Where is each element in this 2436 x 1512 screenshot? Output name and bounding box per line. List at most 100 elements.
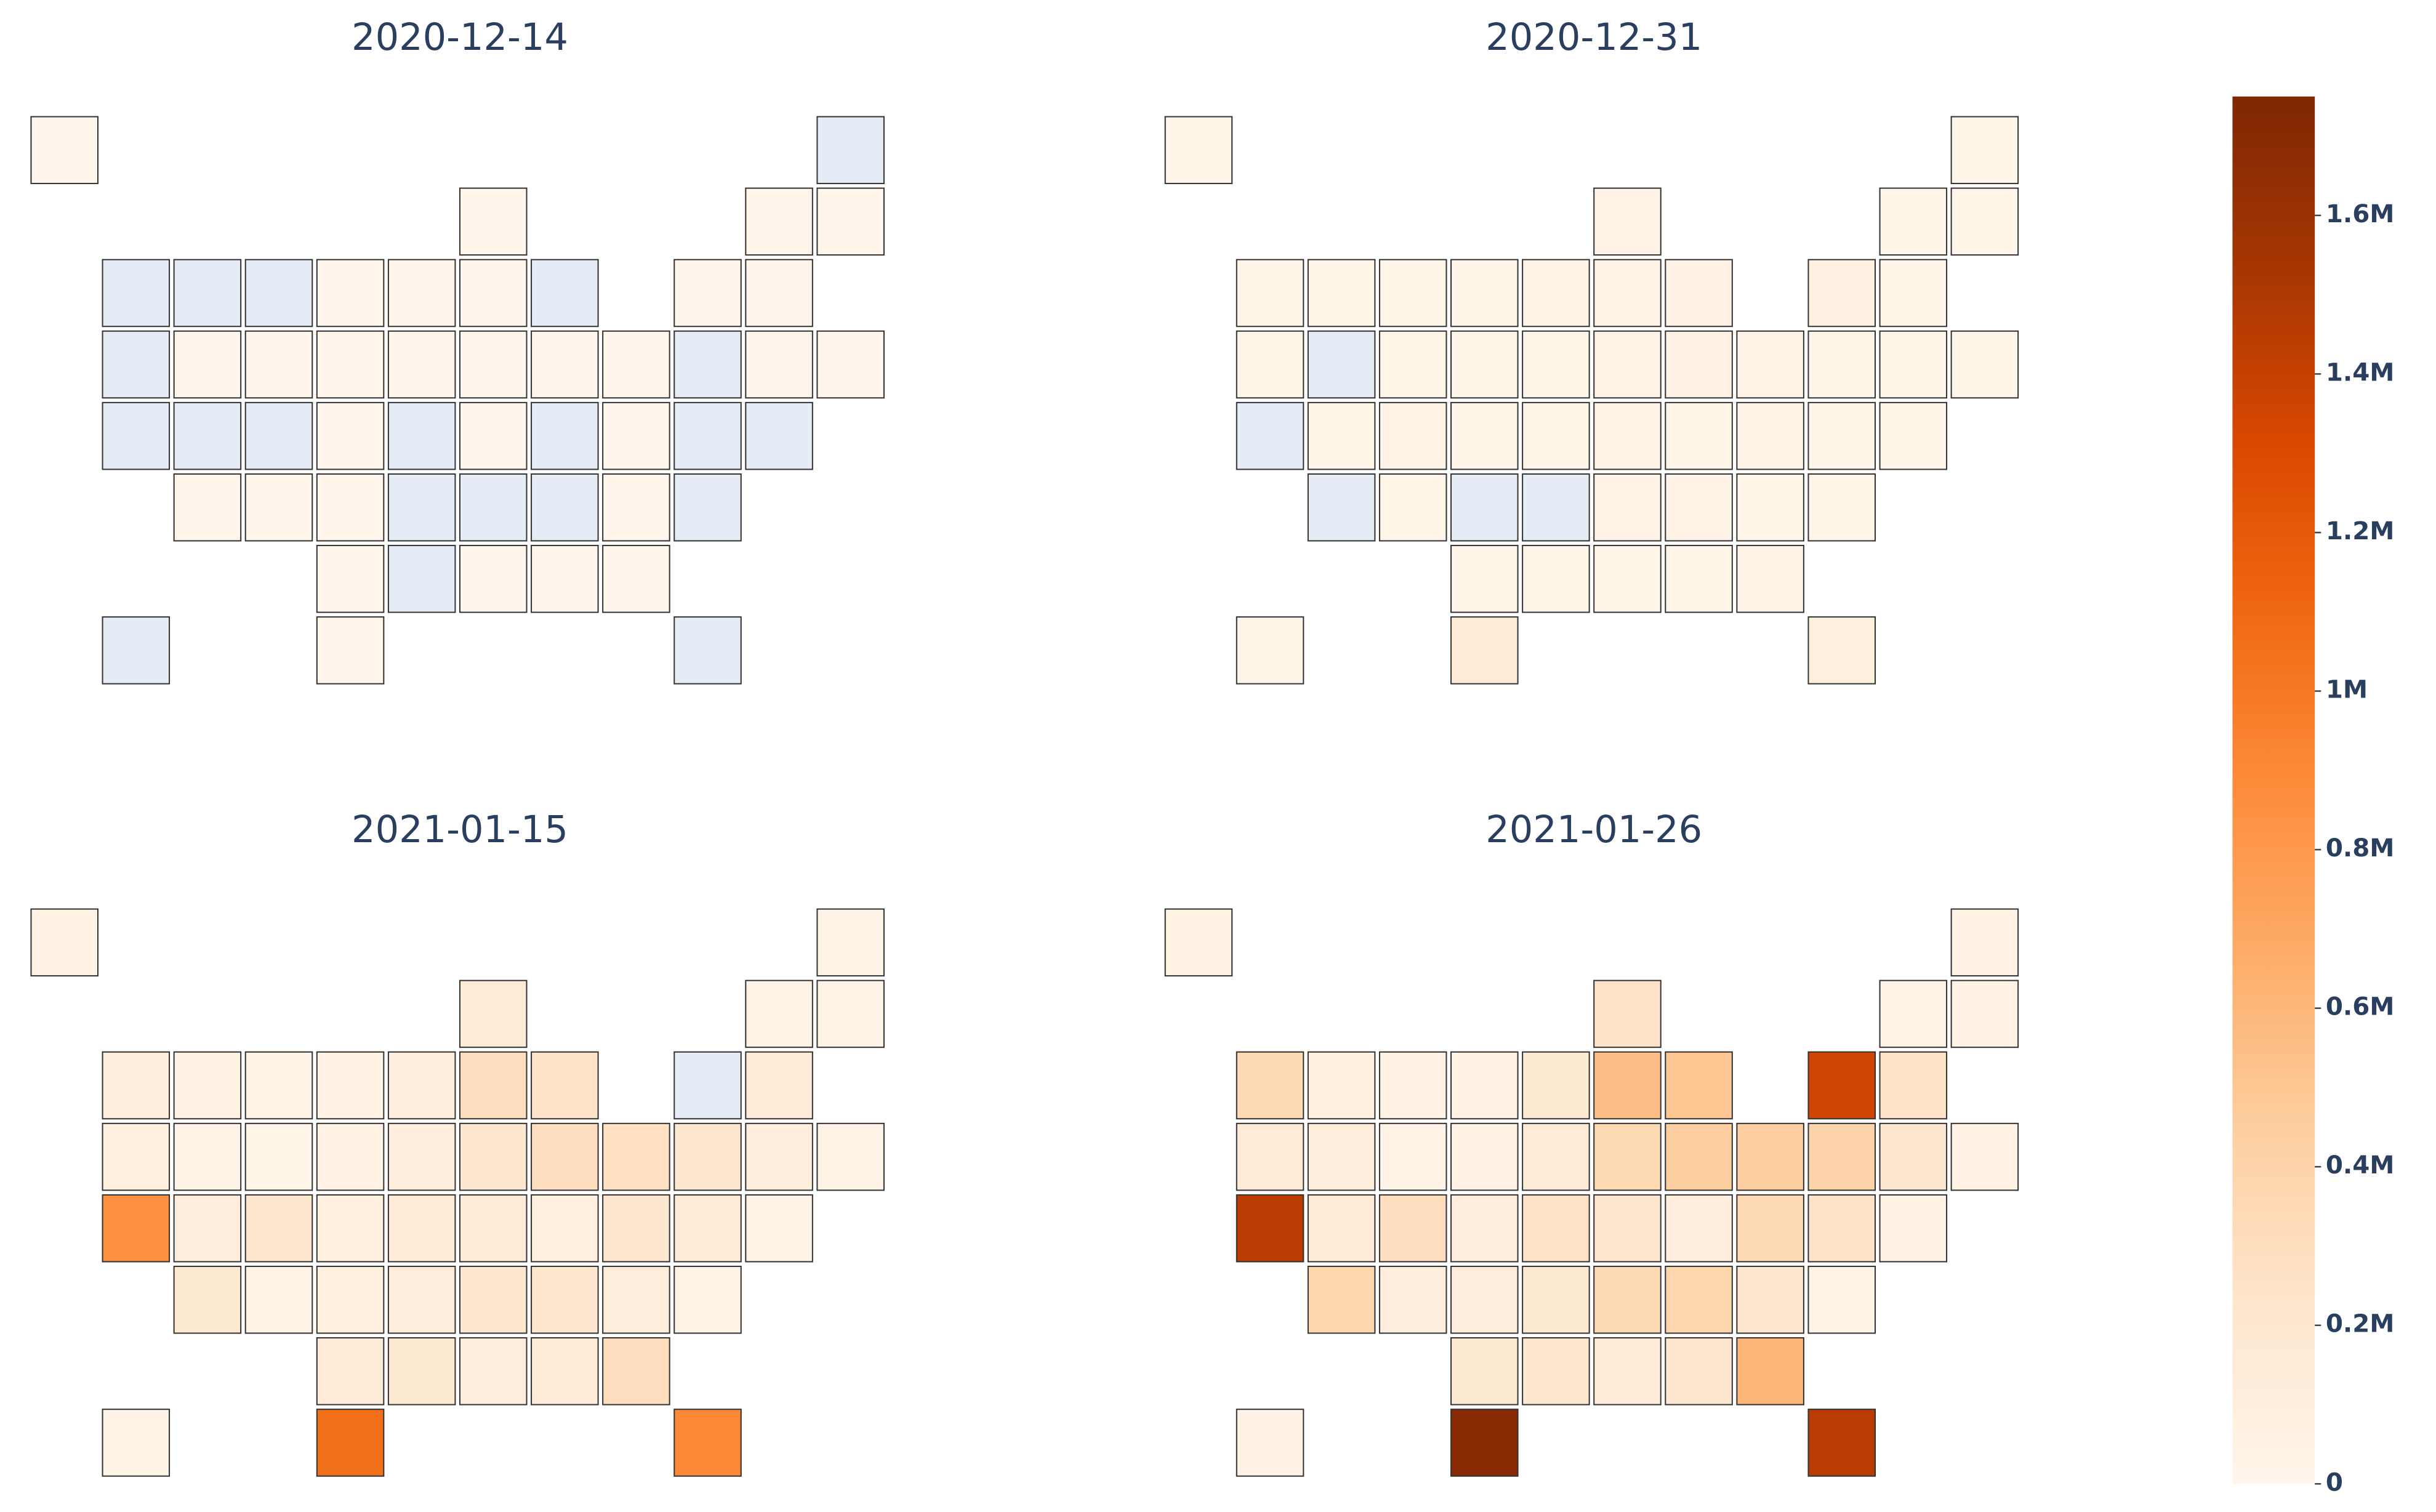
state bbox=[30, 908, 98, 977]
state bbox=[244, 1051, 313, 1120]
state bbox=[1665, 401, 1733, 470]
state bbox=[316, 1265, 385, 1334]
state bbox=[459, 330, 528, 399]
state bbox=[531, 1051, 599, 1120]
state bbox=[102, 330, 171, 399]
state bbox=[602, 1194, 670, 1263]
state bbox=[1307, 473, 1376, 542]
state bbox=[102, 616, 171, 685]
state bbox=[173, 473, 242, 542]
colorbar-tick-label: 1.6M bbox=[2326, 199, 2395, 228]
state bbox=[316, 473, 385, 542]
state bbox=[1236, 1051, 1304, 1120]
state bbox=[102, 1194, 171, 1263]
state bbox=[459, 401, 528, 470]
state bbox=[531, 401, 599, 470]
state bbox=[244, 1122, 313, 1191]
state bbox=[1593, 187, 1662, 256]
state bbox=[244, 259, 313, 328]
state bbox=[102, 259, 171, 328]
state bbox=[1879, 1122, 1948, 1191]
state bbox=[1522, 1194, 1590, 1263]
state bbox=[387, 401, 456, 470]
state bbox=[1665, 330, 1733, 399]
state bbox=[745, 259, 813, 328]
state bbox=[1879, 259, 1948, 328]
state bbox=[1378, 1051, 1447, 1120]
state bbox=[1522, 259, 1590, 328]
state bbox=[1522, 473, 1590, 542]
state bbox=[602, 330, 670, 399]
state bbox=[1450, 1337, 1519, 1405]
state bbox=[459, 259, 528, 328]
state bbox=[1736, 1265, 1804, 1334]
state bbox=[816, 187, 885, 256]
state bbox=[1879, 330, 1948, 399]
state bbox=[1593, 1122, 1662, 1191]
state bbox=[1807, 259, 1876, 328]
state bbox=[1522, 545, 1590, 613]
state bbox=[673, 473, 742, 542]
colorbar-tick-label: 0.2M bbox=[2326, 1309, 2395, 1338]
map bbox=[1164, 116, 2019, 685]
state bbox=[602, 545, 670, 613]
state bbox=[244, 1265, 313, 1334]
state bbox=[1950, 116, 2019, 185]
state bbox=[1593, 1051, 1662, 1120]
state bbox=[673, 1265, 742, 1334]
state bbox=[173, 1265, 242, 1334]
state bbox=[316, 616, 385, 685]
state bbox=[459, 1265, 528, 1334]
state bbox=[387, 1337, 456, 1405]
state bbox=[673, 1194, 742, 1263]
state bbox=[673, 1051, 742, 1120]
state bbox=[1236, 401, 1304, 470]
state bbox=[30, 116, 98, 185]
state bbox=[1307, 1122, 1376, 1191]
state bbox=[102, 1409, 171, 1477]
state bbox=[1950, 187, 2019, 256]
state bbox=[1736, 1194, 1804, 1263]
state bbox=[1665, 1051, 1733, 1120]
state bbox=[173, 259, 242, 328]
state bbox=[531, 473, 599, 542]
state bbox=[1236, 259, 1304, 328]
map bbox=[30, 908, 885, 1477]
state bbox=[1236, 330, 1304, 399]
state bbox=[1807, 473, 1876, 542]
state bbox=[745, 187, 813, 256]
colorbar-tick-label: 0.8M bbox=[2326, 834, 2395, 863]
state bbox=[316, 1337, 385, 1405]
state bbox=[745, 1194, 813, 1263]
state bbox=[531, 545, 599, 613]
state bbox=[1522, 1337, 1590, 1405]
state bbox=[1879, 1051, 1948, 1120]
state bbox=[1450, 259, 1519, 328]
state bbox=[1450, 330, 1519, 399]
state bbox=[745, 401, 813, 470]
state bbox=[1593, 401, 1662, 470]
state bbox=[1807, 1194, 1876, 1263]
state bbox=[1450, 1409, 1519, 1477]
state bbox=[673, 330, 742, 399]
map-title: 2020-12-31 bbox=[1485, 16, 1702, 59]
state bbox=[102, 401, 171, 470]
state bbox=[816, 1122, 885, 1191]
state bbox=[602, 1122, 670, 1191]
state bbox=[387, 330, 456, 399]
state bbox=[1736, 473, 1804, 542]
state bbox=[1593, 1194, 1662, 1263]
state bbox=[1665, 1265, 1733, 1334]
state bbox=[531, 1265, 599, 1334]
state bbox=[244, 330, 313, 399]
colorbar-tick-label: 1.4M bbox=[2326, 358, 2395, 387]
state bbox=[816, 908, 885, 977]
state bbox=[1807, 1265, 1876, 1334]
state bbox=[1665, 545, 1733, 613]
state bbox=[459, 1337, 528, 1405]
state bbox=[316, 545, 385, 613]
state bbox=[1522, 330, 1590, 399]
map-title: 2020-12-14 bbox=[352, 16, 568, 59]
state bbox=[244, 473, 313, 542]
